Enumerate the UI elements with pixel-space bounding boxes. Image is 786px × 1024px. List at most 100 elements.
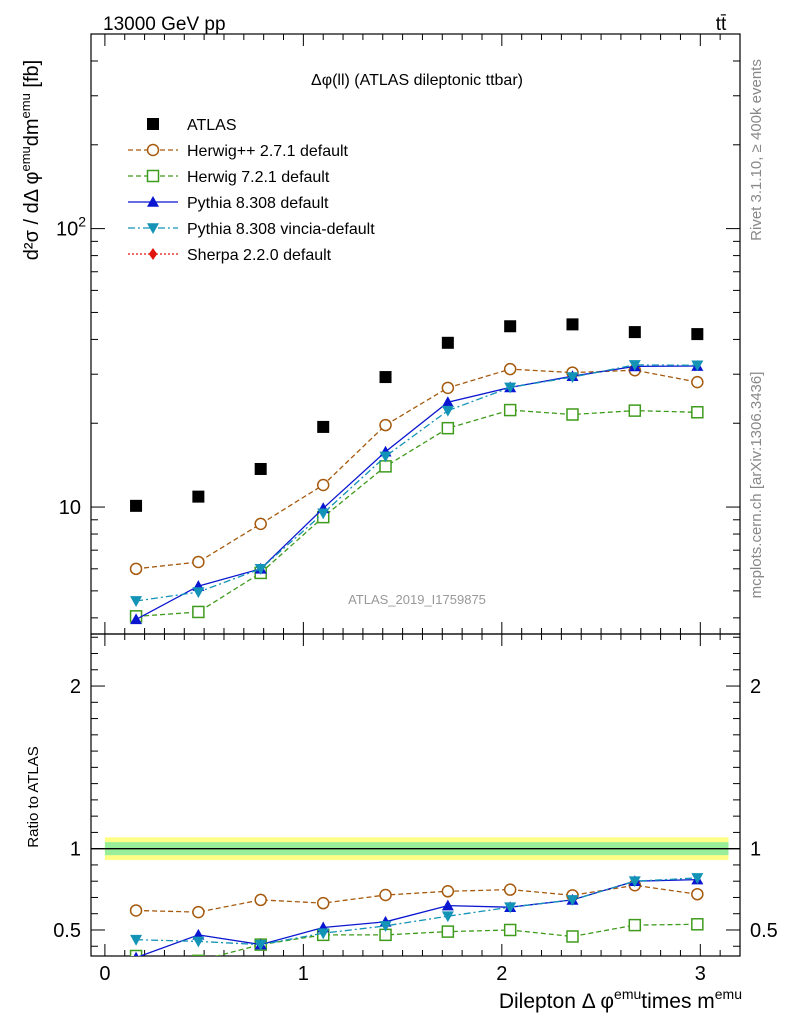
ratio-point (441, 925, 455, 938)
legend-label: Pythia 8.308 default (187, 195, 329, 212)
data-point (566, 372, 579, 384)
data-point (192, 587, 205, 599)
atlas-data-point (130, 499, 143, 512)
data-point (441, 405, 454, 417)
data-point (317, 508, 330, 520)
process-label: tt̄ (716, 14, 727, 35)
ratio-point (192, 954, 205, 956)
ratio-point (566, 895, 579, 906)
data-point (503, 403, 517, 417)
ratio-point (691, 873, 704, 884)
data-point (441, 396, 454, 408)
data-point (316, 478, 330, 492)
ratio-axis-label: Ratio to ATLAS (25, 746, 42, 847)
data-point (441, 421, 455, 435)
data-point (379, 460, 392, 473)
series-atlas-data (130, 318, 704, 512)
legend-marker (147, 118, 159, 130)
legend-label: Herwig++ 2.7.1 default (187, 143, 349, 160)
y-label-mid: dm (21, 118, 43, 146)
series-pythia-8-308-default (130, 360, 704, 625)
x-label-sup2: emu (715, 986, 742, 1002)
data-point (379, 418, 392, 432)
atlas-data-point (254, 462, 267, 475)
y-label-sup1: emu (18, 146, 33, 171)
data-point (130, 596, 143, 607)
data-point (691, 406, 704, 419)
series-pythia-8-308-vincia-default (130, 360, 704, 607)
ratio-line (136, 923, 698, 956)
ratio-point (317, 928, 330, 940)
atlas-data-point (192, 490, 205, 503)
top-series-layer (129, 360, 704, 625)
legend-marker (147, 223, 159, 234)
x-axis-label: Dilepton Δ φemutimes memu (499, 986, 742, 1013)
atlas-data-point (441, 336, 454, 349)
y-axis-label: d²σ / dΔ φemudmemu [fb] (18, 60, 43, 260)
ratio-frame (90, 633, 741, 957)
legend-item: ATLAS (147, 117, 237, 134)
atlas-data-point (379, 371, 392, 384)
ratio-series-pythia-8-308-vincia-default (130, 873, 704, 951)
data-point (628, 360, 641, 371)
y-label-main: d²σ / dΔ φ (21, 171, 43, 260)
legend-marker (148, 248, 158, 260)
data-point (129, 562, 143, 576)
ratio-tick-label-left: 1 (70, 839, 81, 861)
data-point (130, 613, 143, 625)
x-tick-label: 3 (695, 963, 706, 985)
data-point (566, 408, 579, 421)
data-point (628, 404, 642, 417)
y-tick-label: 102 (56, 214, 86, 241)
ratio-point (441, 911, 454, 923)
top-panel: 10 102 (56, 33, 741, 635)
ratio-point (503, 883, 517, 896)
legend-marker (146, 169, 160, 183)
legend-label: ATLAS (187, 117, 237, 134)
ratio-point (133, 951, 139, 956)
x-tick-label: 0 (99, 963, 110, 985)
ratio-point (254, 939, 267, 951)
ratio-point (628, 918, 642, 932)
data-point (254, 564, 267, 575)
data-point (503, 362, 517, 376)
mcplots-label: mcplots.cern.ch [arXiv:1306.3436] (748, 372, 765, 599)
data-point (379, 451, 392, 463)
ratio-point (504, 902, 517, 914)
x-tick-label: 2 (496, 963, 507, 985)
plot-title: Δφ(ll) (ATLAS dileptonic ttbar) (311, 72, 523, 89)
ratio-point (441, 899, 454, 911)
ratio-tick-label-left: 2 (70, 676, 81, 698)
ratio-point (441, 885, 455, 898)
ratio-series-herwig-2-7-1-default (129, 879, 704, 919)
x-label-mid: times m (641, 990, 715, 1013)
data-point (192, 555, 205, 569)
energy-label: 13000 GeV pp (103, 14, 226, 35)
data-point (192, 605, 205, 619)
ratio-point (503, 923, 517, 937)
atlas-data-point (691, 328, 704, 341)
series-line (136, 364, 698, 602)
atlas-data-point (504, 320, 517, 333)
legend-item: Pythia 8.308 default (128, 195, 329, 212)
ratio-tick-label-right: 0.5 (750, 920, 778, 942)
atlas-data-point (317, 420, 330, 433)
ratio-series-layer (129, 873, 704, 956)
ratio-point (192, 905, 205, 919)
ratio-point (691, 887, 704, 901)
ratio-line (138, 878, 698, 956)
atlas-data-point (566, 318, 579, 331)
ratio-point (129, 904, 143, 917)
legend-item: Herwig++ 2.7.1 default (128, 143, 349, 160)
data-point (691, 375, 704, 389)
legend-marker (147, 196, 159, 207)
y-tick-label: 10 (59, 497, 81, 519)
ratio-point (566, 930, 579, 943)
ratio-tick-label-right: 1 (750, 839, 761, 861)
ratio-point (254, 893, 267, 907)
series-herwig-7-2-1-default (129, 403, 704, 623)
data-point (691, 360, 704, 372)
atlas-data-point (628, 326, 641, 339)
x-tick-label: 1 (298, 963, 309, 985)
